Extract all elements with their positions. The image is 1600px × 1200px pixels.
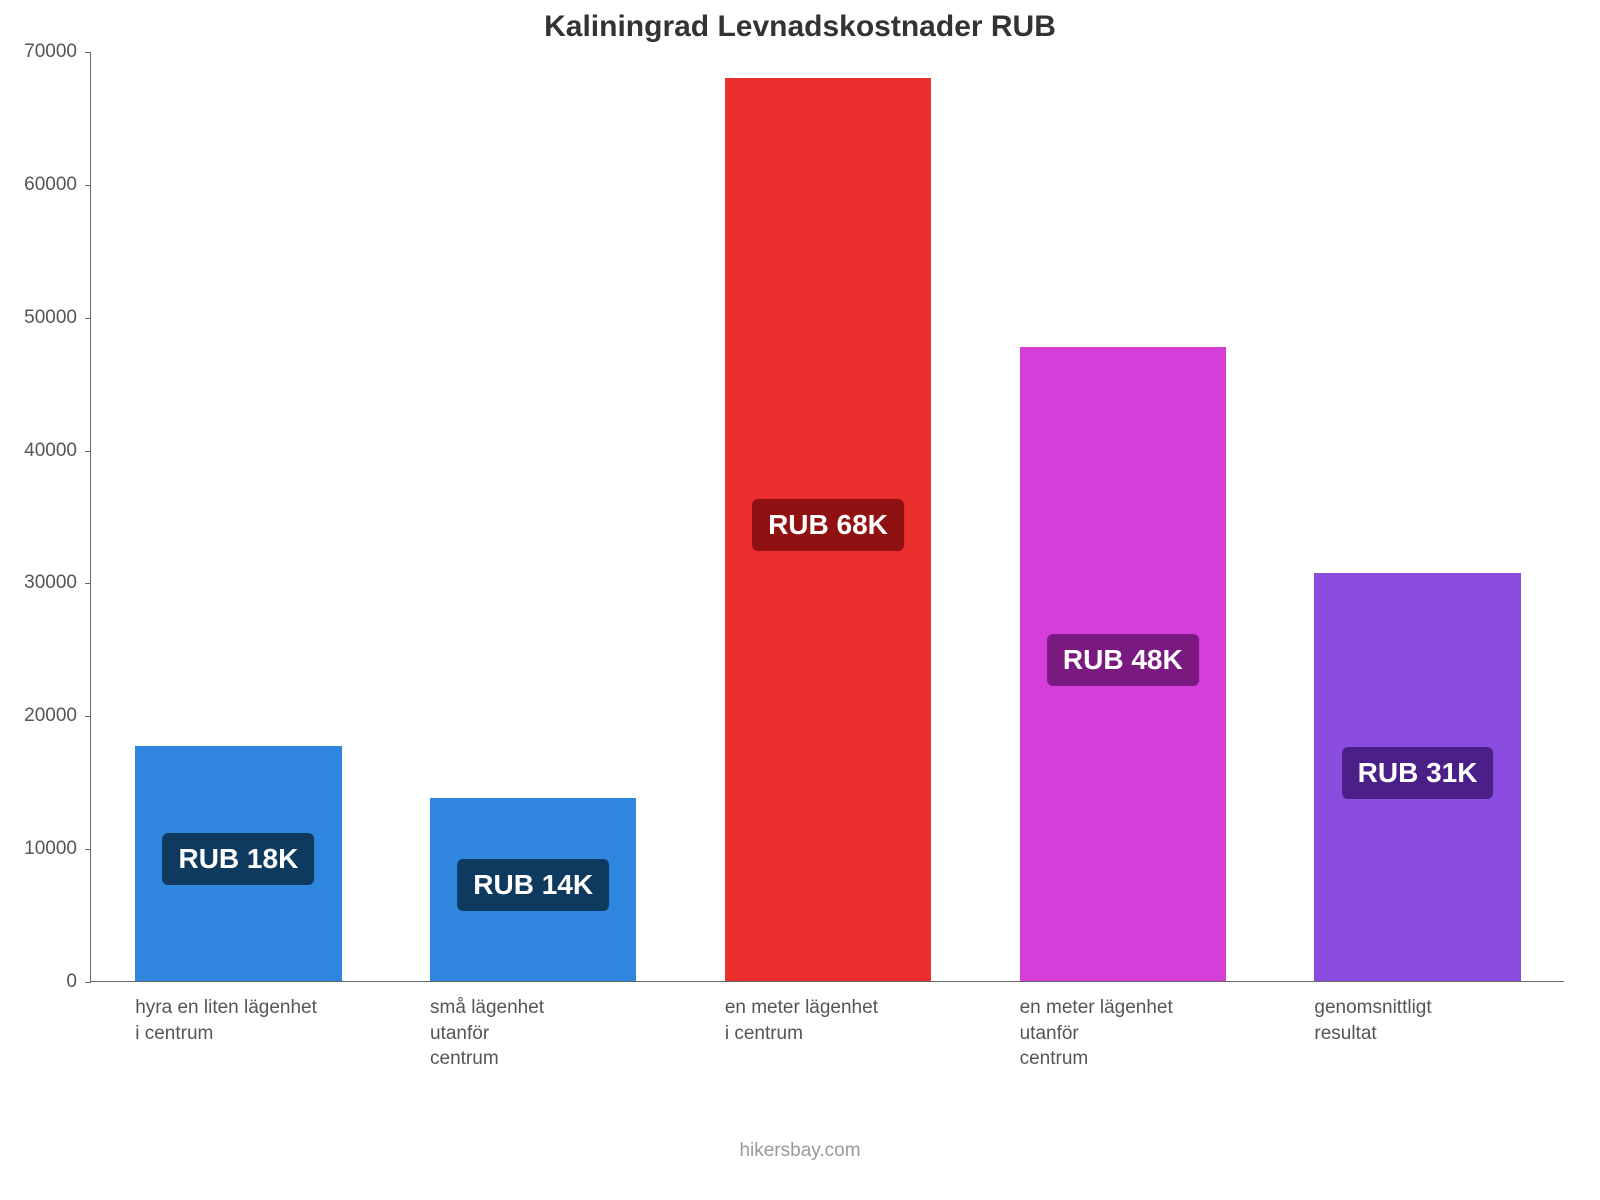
x-axis-label: en meter lägenhetutanförcentrum [1020,981,1244,1072]
bar-value-badge: RUB 18K [162,833,314,885]
bar-value-badge: RUB 14K [457,859,609,911]
x-axis-label-line: centrum [430,1046,654,1072]
chart-plot: 010000200003000040000500006000070000RUB … [90,52,1564,982]
x-axis-label: små lägenhetutanförcentrum [430,981,654,1072]
y-tick-label: 50000 [24,307,91,329]
x-axis-label-line: resultat [1314,1021,1538,1047]
bar: RUB 31K [1314,573,1520,981]
x-axis-label-line: i centrum [135,1021,359,1047]
y-tick-label: 30000 [24,572,91,594]
chart-credit: hikersbay.com [0,1140,1600,1162]
bar-value-badge: RUB 31K [1342,747,1494,799]
y-tick-label: 40000 [24,440,91,462]
x-axis-label-line: en meter lägenhet [725,995,949,1021]
bar-value-badge: RUB 68K [752,499,904,551]
x-axis-label-line: hyra en liten lägenhet [135,995,359,1021]
y-tick-label: 60000 [24,174,91,196]
x-axis-label: en meter lägenheti centrum [725,981,949,1046]
bar: RUB 18K [135,746,341,981]
y-tick-label: 10000 [24,838,91,860]
bar: RUB 48K [1020,347,1226,981]
x-axis-label-line: centrum [1020,1046,1244,1072]
bar: RUB 68K [725,78,931,981]
bar-value-badge: RUB 48K [1047,634,1199,686]
chart-title: Kaliningrad Levnadskostnader RUB [0,10,1600,44]
x-axis-label-line: små lägenhet [430,995,654,1021]
y-tick-label: 0 [66,971,91,993]
x-axis-label-line: utanför [430,1021,654,1047]
x-axis-label-line: en meter lägenhet [1020,995,1244,1021]
x-axis-label: genomsnittligtresultat [1314,981,1538,1046]
y-tick-label: 20000 [24,705,91,727]
bar: RUB 14K [430,798,636,981]
x-axis-label-line: i centrum [725,1021,949,1047]
x-axis-label-line: utanför [1020,1021,1244,1047]
x-axis-label-line: genomsnittligt [1314,995,1538,1021]
x-axis-label: hyra en liten lägenheti centrum [135,981,359,1046]
y-tick-label: 70000 [24,41,91,63]
